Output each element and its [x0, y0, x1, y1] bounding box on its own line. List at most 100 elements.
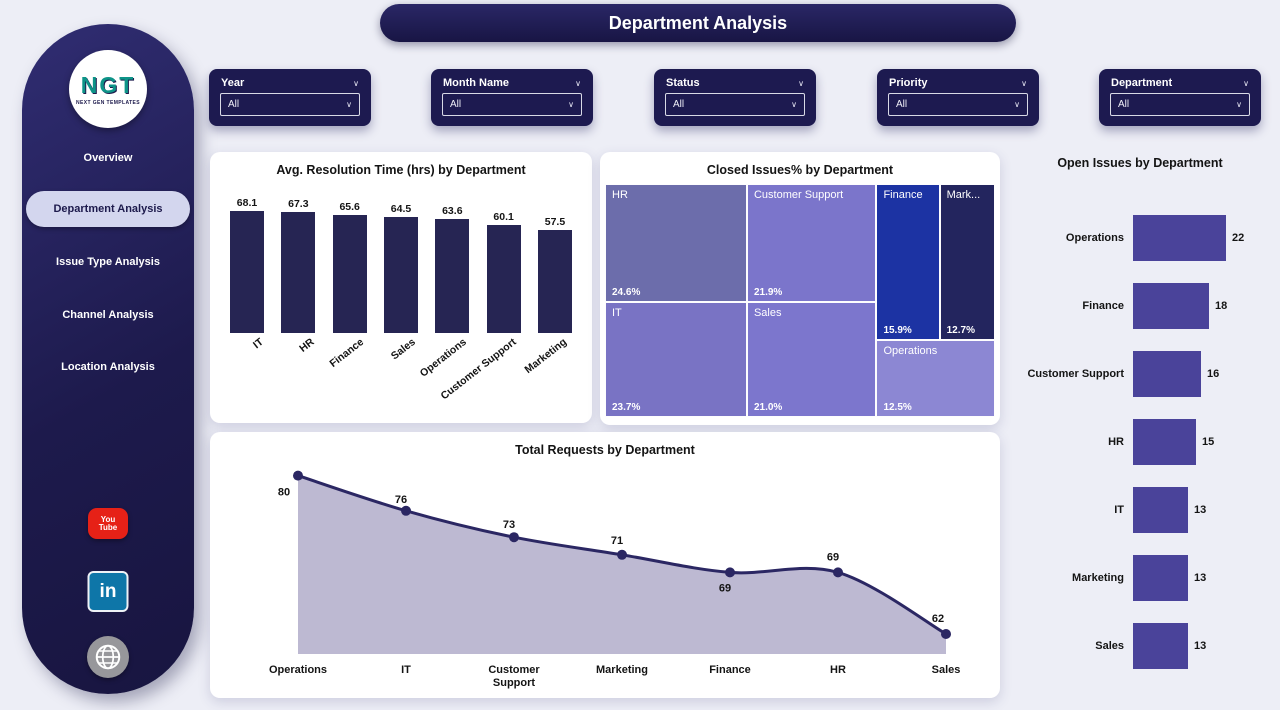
- filter-month-name: Month Name ∨ All ∨: [431, 69, 593, 126]
- area-chart-plot: 80 76 73 71 69 69 62: [210, 462, 1000, 667]
- area-category-label: Operations: [268, 664, 328, 676]
- filter-priority-label: Priority: [889, 77, 928, 89]
- closed-issues-treemap-card: Closed Issues% by Department HR 24.6% IT 23…: [600, 152, 1000, 425]
- hbar-category-label: IT: [1114, 504, 1124, 516]
- logo-subtitle: NEXT GEN TEMPLATES: [75, 100, 141, 106]
- data-point-label: 76: [395, 494, 407, 506]
- bar-chart-axis-labels: IT HR Finance Sales Operations Customer Suppo…: [224, 336, 578, 416]
- treemap-tile-customer-support[interactable]: Customer Support 21.9%: [746, 184, 877, 302]
- filter-month-name-label: Month Name: [443, 77, 509, 89]
- filter-department: Department ∨ All ∨: [1099, 69, 1261, 126]
- area-category-label: IT: [401, 664, 411, 676]
- hbar[interactable]: [1133, 623, 1188, 669]
- hbar-row: Operations 22: [1008, 204, 1272, 272]
- hbar-category-label: Customer Support: [1027, 368, 1124, 380]
- treemap-tile-label: Finance: [883, 189, 923, 201]
- hbar-category-label: Finance: [1082, 300, 1124, 312]
- hbar-chart-plot: Operations 22 Finance 18 Customer Support 16 H…: [1008, 204, 1272, 680]
- treemap-tile-label: Customer Support: [753, 189, 844, 201]
- filter-status-value: All: [673, 99, 685, 110]
- bar-column: 57.5: [532, 216, 578, 333]
- hbar-value-label: 13: [1194, 572, 1207, 584]
- bar[interactable]: [486, 225, 521, 333]
- bar-category-label: Operations: [417, 336, 469, 380]
- sidebar: NGT NEXT GEN TEMPLATES Overview Departme…: [22, 24, 194, 694]
- treemap-tile-it[interactable]: IT 23.7%: [605, 301, 747, 417]
- chevron-down-icon: ∨: [791, 100, 797, 109]
- hbar[interactable]: [1133, 351, 1201, 397]
- hbar-row: Finance 18: [1008, 272, 1272, 340]
- web-globe-icon[interactable]: [87, 636, 129, 678]
- area-fill: [298, 475, 946, 654]
- youtube-icon-text2: Tube: [98, 522, 118, 532]
- hbar-value-label: 18: [1215, 300, 1228, 312]
- area-chart-axis-labels: Operations IT Customer Support Marketing Fin…: [210, 664, 1000, 696]
- data-point[interactable]: [293, 470, 303, 481]
- bar[interactable]: [435, 219, 470, 333]
- hbar[interactable]: [1133, 283, 1209, 329]
- bar[interactable]: [281, 212, 316, 333]
- sidebar-item-location-analysis[interactable]: Location Analysis: [61, 361, 155, 373]
- filter-month-name-header: Month Name ∨: [431, 69, 593, 93]
- data-point[interactable]: [941, 629, 951, 639]
- filter-priority-header: Priority ∨: [877, 69, 1039, 93]
- filter-priority-select[interactable]: All ∨: [888, 93, 1028, 116]
- data-point[interactable]: [725, 567, 735, 578]
- sidebar-item-department-analysis[interactable]: Department Analysis: [26, 191, 190, 227]
- treemap-tile-hr[interactable]: HR 24.6%: [605, 184, 747, 302]
- youtube-icon[interactable]: You Tube: [88, 508, 128, 539]
- filter-department-header: Department ∨: [1099, 69, 1261, 93]
- hbar-value-label: 13: [1194, 640, 1207, 652]
- chart-title: Total Requests by Department: [515, 443, 695, 457]
- data-point[interactable]: [401, 505, 411, 516]
- bar[interactable]: [537, 230, 572, 333]
- filter-department-select[interactable]: All ∨: [1110, 93, 1250, 116]
- filter-year-select[interactable]: All ∨: [220, 93, 360, 116]
- bar-value-label: 68.1: [236, 197, 258, 209]
- bar-category-label: Sales: [388, 336, 418, 363]
- treemap-tile-sales[interactable]: Sales 21.0%: [746, 301, 877, 417]
- data-point-label: 71: [611, 535, 623, 547]
- sidebar-item-overview[interactable]: Overview: [83, 152, 133, 164]
- bar-value-label: 65.6: [339, 201, 360, 213]
- hbar-category-label: HR: [1108, 436, 1124, 448]
- filter-status-label: Status: [666, 77, 700, 89]
- hbar[interactable]: [1133, 487, 1188, 533]
- linkedin-icon[interactable]: in: [87, 571, 129, 612]
- hbar-value-label: 15: [1202, 436, 1215, 448]
- hbar[interactable]: [1133, 555, 1188, 601]
- treemap-tile-value: 15.9%: [883, 325, 912, 337]
- hbar-value-label: 22: [1232, 232, 1245, 244]
- treemap-tile-marketing[interactable]: Mark... 12.7%: [939, 184, 995, 341]
- filter-status-select[interactable]: All ∨: [665, 93, 805, 116]
- treemap-tile-value: 24.6%: [612, 286, 641, 298]
- data-point[interactable]: [617, 549, 627, 560]
- bar[interactable]: [230, 211, 264, 333]
- logo-title: NGT: [80, 72, 136, 98]
- youtube-icon-text1: You: [100, 514, 116, 524]
- sidebar-item-channel-analysis[interactable]: Channel Analysis: [62, 309, 154, 321]
- chart-title: Closed Issues% by Department: [706, 163, 894, 177]
- bar[interactable]: [332, 215, 367, 333]
- treemap-tile-label: HR: [612, 189, 628, 201]
- linkedin-icon-glyph: in: [99, 580, 117, 602]
- filter-month-name-select[interactable]: All ∨: [442, 93, 582, 116]
- data-point[interactable]: [833, 567, 843, 578]
- bar-column: 63.6: [429, 205, 475, 333]
- hbar[interactable]: [1133, 215, 1226, 261]
- filter-status: Status ∨ All ∨: [654, 69, 816, 126]
- bar[interactable]: [383, 217, 418, 333]
- treemap-tile-value: 21.0%: [753, 401, 783, 413]
- chevron-down-icon: ∨: [575, 78, 581, 88]
- treemap-plot: HR 24.6% IT 23.7% Customer Support 21.9% Sales…: [605, 184, 995, 417]
- treemap-tile-operations[interactable]: Operations 12.5%: [876, 340, 995, 417]
- treemap-tile-finance[interactable]: Finance 15.9%: [876, 184, 940, 341]
- data-point[interactable]: [509, 532, 519, 543]
- data-point-label: 80: [278, 487, 290, 499]
- hbar[interactable]: [1133, 419, 1196, 465]
- area-category-label: HR: [830, 664, 846, 676]
- hbar-row: Sales 13: [1008, 612, 1272, 680]
- sidebar-item-issue-type-analysis[interactable]: Issue Type Analysis: [56, 256, 160, 268]
- hbar-value-label: 13: [1194, 504, 1207, 516]
